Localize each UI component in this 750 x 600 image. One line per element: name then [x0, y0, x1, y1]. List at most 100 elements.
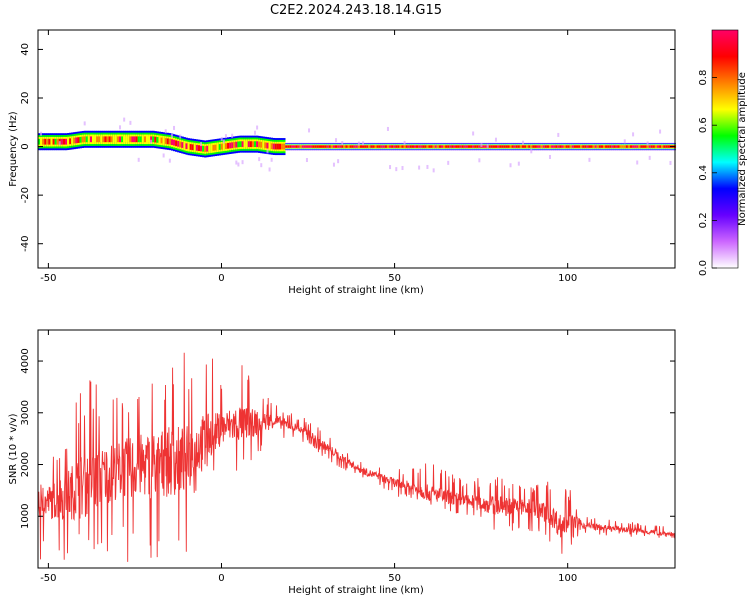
- heatmap-cell: [567, 145, 571, 148]
- heatmap-cell: [588, 157, 591, 162]
- heatmap-cell: [326, 145, 330, 148]
- heatmap-cell: [281, 143, 284, 150]
- heatmap-cell: [54, 138, 58, 145]
- heatmap-cell: [125, 136, 128, 143]
- heatmap-cell: [38, 138, 41, 145]
- heatmap-cell: [276, 143, 280, 150]
- heatmap-cell: [48, 138, 51, 145]
- heatmap-cell: [449, 145, 452, 148]
- heatmap-cell: [241, 160, 244, 165]
- heatmap-cell: [200, 142, 203, 147]
- heatmap-cell: [81, 136, 85, 143]
- heatmap-cell: [308, 128, 311, 133]
- heatmap-cell: [94, 136, 97, 143]
- heatmap-cell: [83, 136, 87, 143]
- heatmap-cell: [382, 145, 386, 148]
- heatmap-cell: [501, 145, 504, 148]
- heatmap-cell: [515, 145, 519, 148]
- heatmap-cell: [185, 143, 188, 150]
- heatmap-cell: [210, 145, 213, 152]
- heatmap-cell: [330, 145, 334, 148]
- heatmap-cell: [557, 145, 560, 148]
- heatmap-cell: [256, 141, 259, 148]
- y-tick-label: 0: [20, 143, 31, 149]
- heatmap-cell: [503, 145, 506, 148]
- heatmap-cell: [110, 136, 114, 143]
- heatmap-cell: [551, 145, 554, 148]
- heatmap-cell: [386, 126, 389, 131]
- heatmap-cell: [299, 145, 303, 148]
- heatmap-cell: [625, 145, 629, 148]
- heatmap-cell: [270, 157, 273, 162]
- heatmap-cell: [170, 139, 174, 145]
- x-tick-label: 50: [388, 573, 401, 584]
- heatmap-cell: [492, 145, 496, 148]
- heatmap-cell: [301, 145, 305, 148]
- heatmap-cell: [235, 141, 238, 148]
- heatmap-cell: [332, 162, 335, 167]
- heatmap-cell: [71, 138, 74, 144]
- heatmap-cell: [561, 145, 564, 148]
- heatmap-cell: [220, 143, 224, 150]
- heatmap-cell: [494, 145, 498, 148]
- heatmap-cell: [432, 145, 436, 148]
- heatmap-cell: [569, 145, 573, 148]
- heatmap-cell: [310, 145, 313, 148]
- heatmap-cell: [40, 131, 43, 136]
- heatmap-cell: [438, 145, 442, 148]
- heatmap-cell: [640, 145, 643, 148]
- heatmap-cell: [173, 139, 176, 146]
- heatmap-cell: [278, 143, 282, 150]
- heatmap-cell: [79, 136, 82, 143]
- heatmap-cell: [362, 141, 365, 146]
- heatmap-cell: [237, 141, 240, 148]
- heatmap-cell: [92, 136, 95, 143]
- heatmap-cell: [237, 162, 240, 167]
- heatmap-cell: [100, 136, 103, 143]
- heatmap-cell: [445, 145, 448, 148]
- heatmap-cell: [659, 145, 662, 148]
- heatmap-cell: [146, 136, 149, 143]
- y-tick-label: -40: [20, 236, 31, 252]
- heatmap-cell: [509, 163, 512, 168]
- y-tick-label: -20: [20, 187, 31, 203]
- heatmap-cell: [67, 138, 70, 145]
- heatmap-cell: [555, 145, 558, 148]
- heatmap-cell: [636, 160, 639, 165]
- heatmap-cell: [258, 141, 261, 148]
- heatmap-cell: [175, 140, 178, 147]
- heatmap-cell: [619, 145, 623, 148]
- heatmap-cell: [52, 138, 55, 145]
- heatmap-cell: [129, 136, 132, 143]
- heatmap-cell: [584, 145, 587, 148]
- spectrogram-ticks: -50 0 50 100 -40 -20 0 20 40: [20, 30, 675, 284]
- heatmap-cell: [166, 138, 170, 145]
- heatmap-cell: [231, 133, 234, 138]
- heatmap-cell: [137, 136, 141, 143]
- heatmap-cell: [239, 141, 242, 148]
- heatmap-cell: [56, 138, 60, 145]
- heatmap-cell: [609, 145, 612, 148]
- heatmap-cell: [480, 143, 483, 148]
- heatmap-cell: [96, 136, 99, 143]
- heatmap-cell: [393, 145, 396, 148]
- heatmap-cell: [129, 120, 132, 125]
- heatmap-cell: [133, 136, 136, 143]
- heatmap-cell: [119, 125, 122, 130]
- heatmap-cell: [418, 165, 421, 170]
- heatmap-cell: [571, 145, 575, 148]
- heatmap-cell: [432, 168, 435, 173]
- y-tick-label: 4000: [20, 348, 31, 373]
- heatmap-cell: [607, 145, 610, 148]
- heatmap-cell: [179, 141, 182, 148]
- heatmap-cell: [426, 164, 429, 169]
- heatmap-cell: [341, 141, 344, 146]
- heatmap-cell: [403, 140, 406, 145]
- heatmap-cell: [372, 145, 375, 148]
- heatmap-cell: [490, 145, 494, 148]
- heatmap-cell: [77, 137, 80, 143]
- x-tick-label: 50: [388, 273, 401, 284]
- heatmap-cell: [123, 117, 126, 122]
- heatmap-cell: [526, 145, 529, 148]
- heatmap-cell: [505, 145, 508, 148]
